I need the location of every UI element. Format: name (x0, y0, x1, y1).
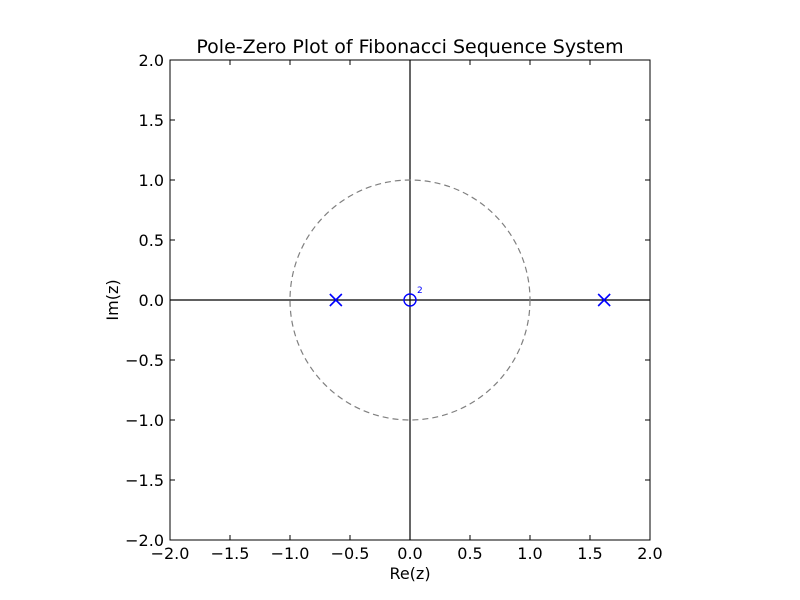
y-tick-label: −2.0 (125, 531, 164, 550)
y-tick-label: 1.0 (139, 171, 164, 190)
y-axis-label: Im(z) (103, 279, 122, 320)
zero-multiplicity-label: 2 (417, 286, 423, 296)
x-tick-label: −1.5 (211, 544, 250, 563)
x-tick-label: −1.0 (271, 544, 310, 563)
unit-circle (289, 179, 531, 421)
y-tick-label: −1.0 (125, 411, 164, 430)
y-tick-label: 2.0 (139, 51, 164, 70)
pole-marker (597, 293, 611, 307)
y-tick-label: −1.5 (125, 471, 164, 490)
y-tick-label: 0.5 (139, 231, 164, 250)
x-axis-label: Re(z) (389, 564, 430, 583)
pole-marker (329, 293, 343, 307)
x-tick-label: 0.5 (457, 544, 482, 563)
x-tick-label: 0.0 (397, 544, 422, 563)
x-tick-label: 2.0 (637, 544, 662, 563)
x-tick-label: 1.5 (577, 544, 602, 563)
y-tick-label: 0.0 (139, 291, 164, 310)
x-tick-label: −2.0 (151, 544, 190, 563)
x-tick-label: 1.0 (517, 544, 542, 563)
y-tick-label: 1.5 (139, 111, 164, 130)
x-tick-label: −0.5 (331, 544, 370, 563)
plot-area: −2.0 −1.5 −1.0 −0.5 0.0 0.5 1.0 1.5 2.0 −2.0 −1.5 −… (125, 51, 663, 563)
y-tick-label: −0.5 (125, 351, 164, 370)
zero-marker (403, 293, 417, 307)
chart-title: Pole-Zero Plot of Fibonacci Sequence Sys… (196, 36, 623, 58)
